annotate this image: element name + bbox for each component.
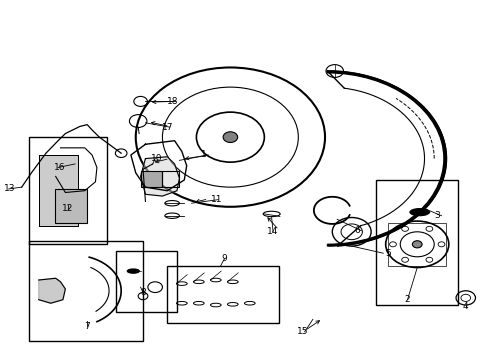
Text: 11: 11 [210,195,222,204]
Text: 2: 2 [404,295,409,304]
Text: 14: 14 [267,227,278,236]
Ellipse shape [409,208,428,216]
Text: 18: 18 [167,97,179,106]
Text: 10: 10 [151,154,162,163]
Bar [29,241,142,341]
Circle shape [223,132,237,143]
Text: 7: 7 [84,322,90,331]
Text: 4: 4 [462,302,468,311]
Text: 3: 3 [433,211,439,220]
Wedge shape [327,71,446,246]
Bar [141,171,162,187]
Circle shape [411,241,421,248]
Text: 12: 12 [62,204,73,213]
Polygon shape [141,157,179,196]
Text: 6: 6 [353,226,359,235]
Bar [162,171,179,187]
Bar [39,155,77,226]
Text: 9: 9 [221,254,227,263]
Bar [116,251,177,312]
Bar [387,223,446,266]
Text: 1: 1 [201,150,206,159]
Text: 8: 8 [140,288,145,297]
Text: 15: 15 [297,327,308,336]
Ellipse shape [127,269,139,273]
Bar [55,189,87,223]
Bar [167,266,278,323]
Bar [29,137,106,244]
Bar [39,155,77,226]
Text: 17: 17 [162,123,174,132]
Text: 13: 13 [4,184,16,193]
Bar [375,180,458,305]
Text: 16: 16 [54,163,65,172]
Text: 5: 5 [384,249,390,258]
Polygon shape [39,278,65,303]
